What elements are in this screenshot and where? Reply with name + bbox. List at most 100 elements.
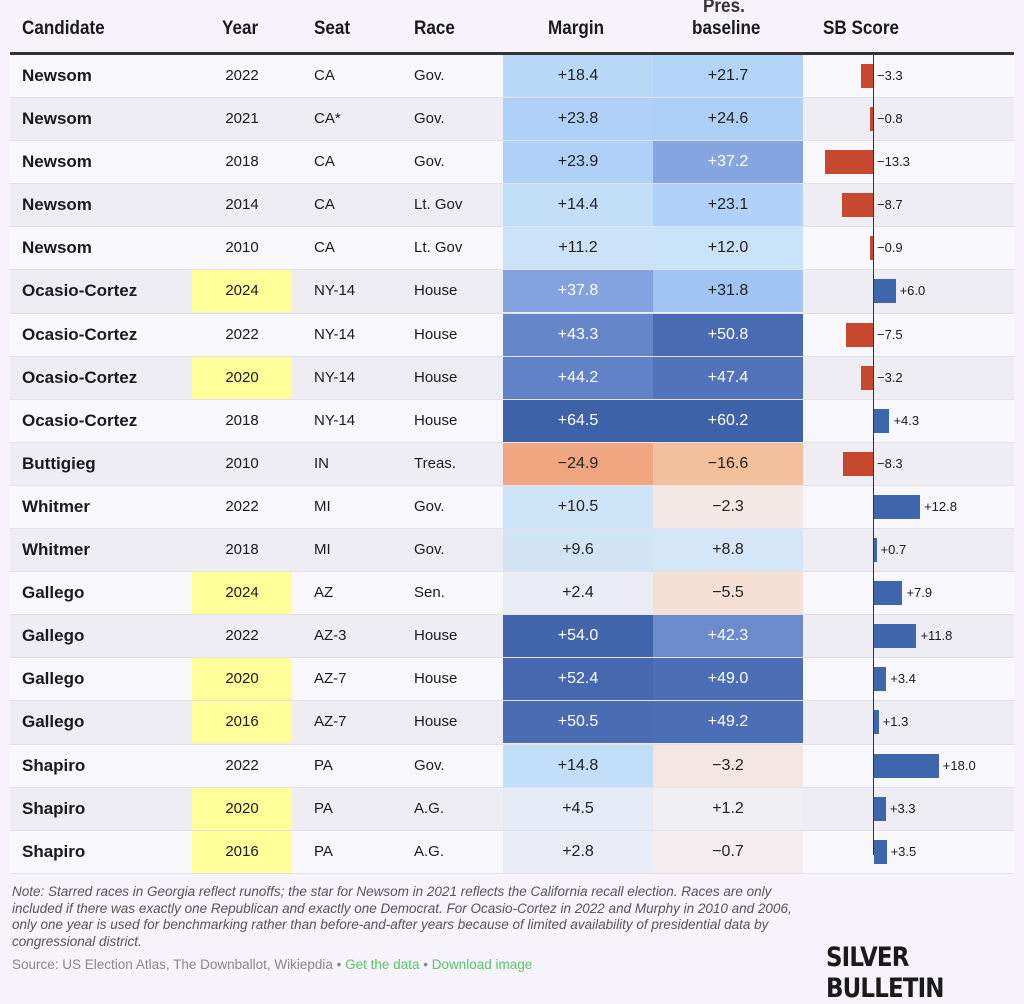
header-pres: Pres. bbox=[703, 0, 745, 17]
sb-score-label: −3.2 bbox=[877, 369, 903, 385]
header-race[interactable]: Race bbox=[414, 18, 455, 39]
seat-cell: IN bbox=[314, 454, 329, 472]
header-year[interactable]: Year bbox=[222, 18, 259, 39]
race-cell: Sen. bbox=[414, 584, 445, 602]
year-cell: 2022 bbox=[225, 67, 259, 84]
candidate-cell: Shapiro bbox=[22, 841, 86, 861]
candidate-cell: Gallego bbox=[22, 626, 85, 646]
margin-cell: +2.8 bbox=[503, 830, 653, 873]
race-cell: House bbox=[414, 713, 458, 731]
header-candidate[interactable]: Candidate bbox=[22, 18, 105, 39]
race-cell: House bbox=[414, 282, 458, 300]
baseline-cell: −0.7 bbox=[653, 830, 803, 873]
sb-score-bar bbox=[869, 236, 873, 261]
margin-cell: +23.9 bbox=[503, 141, 653, 184]
margin-cell: −24.9 bbox=[503, 442, 653, 485]
race-cell: A.G. bbox=[414, 842, 445, 860]
footer-source: Source: US Election Atlas, The Downballo… bbox=[12, 957, 532, 972]
table-row: Newsom 2021 CA* Gov. +23.8 +24.6 −0.8 bbox=[10, 98, 1014, 142]
margin-cell: +11.2 bbox=[503, 227, 653, 270]
source-text: Source: US Election Atlas, The Downballo… bbox=[12, 957, 333, 972]
race-cell: Lt. Gov bbox=[414, 239, 463, 257]
table-row: Ocasio-Cortez 2024 NY-14 House +37.8 +31… bbox=[10, 270, 1014, 314]
header-baseline[interactable]: baseline bbox=[692, 18, 761, 39]
year-cell: 2016 bbox=[192, 830, 292, 873]
table-row: Ocasio-Cortez 2018 NY-14 House +64.5 +60… bbox=[10, 399, 1014, 443]
seat-cell: NY-14 bbox=[314, 368, 356, 386]
race-cell: Gov. bbox=[414, 153, 445, 171]
sb-score-bar bbox=[874, 494, 921, 519]
year-cell: 2018 bbox=[225, 411, 259, 429]
sb-score-label: +11.8 bbox=[920, 628, 953, 644]
download-image-link[interactable]: Download image bbox=[431, 957, 533, 972]
seat-cell: NY-14 bbox=[314, 282, 356, 300]
baseline-cell: +31.8 bbox=[653, 270, 803, 313]
margin-cell: +9.6 bbox=[503, 529, 653, 572]
baseline-cell: +21.7 bbox=[653, 55, 803, 97]
race-cell: House bbox=[414, 670, 458, 688]
seat-cell: CA bbox=[314, 196, 335, 214]
margin-cell: +52.4 bbox=[503, 658, 653, 701]
seat-cell: CA* bbox=[314, 110, 341, 128]
baseline-cell: +8.8 bbox=[653, 529, 803, 572]
baseline-cell: +47.4 bbox=[653, 356, 803, 399]
header-seat[interactable]: Seat bbox=[314, 18, 351, 39]
footer-note: Note: Starred races in Georgia reflect r… bbox=[12, 884, 792, 949]
seat-cell: NY-14 bbox=[314, 411, 356, 429]
seat-cell: AZ-7 bbox=[314, 670, 347, 688]
sb-score-bar bbox=[874, 710, 879, 735]
sb-score-label: +18.0 bbox=[942, 757, 976, 773]
margin-cell: +14.8 bbox=[503, 744, 653, 787]
get-data-link[interactable]: Get the data bbox=[345, 957, 420, 972]
baseline-cell: +37.2 bbox=[653, 141, 803, 184]
separator: • bbox=[332, 957, 346, 972]
seat-cell: PA bbox=[314, 799, 333, 817]
race-cell: House bbox=[414, 325, 458, 343]
year-cell: 2022 bbox=[225, 627, 259, 645]
sb-score-bar bbox=[874, 796, 886, 821]
margin-cell: +64.5 bbox=[503, 399, 653, 442]
baseline-cell: +50.8 bbox=[653, 313, 803, 356]
sb-score-bar bbox=[874, 408, 890, 433]
table-row: Whitmer 2022 MI Gov. +10.5 −2.3 +12.8 bbox=[10, 485, 1014, 530]
sb-score-bar bbox=[874, 581, 903, 606]
sb-score-label: −0.8 bbox=[877, 111, 903, 127]
race-cell: Gov. bbox=[414, 756, 445, 774]
seat-cell: PA bbox=[314, 842, 333, 860]
table-header: Candidate Year Seat Race Margin Pres. ba… bbox=[10, 0, 1014, 55]
race-cell: Gov. bbox=[414, 497, 445, 515]
sb-score-bar bbox=[874, 667, 887, 692]
header-sb-score[interactable]: SB Score bbox=[823, 18, 900, 39]
seat-cell: MI bbox=[314, 541, 331, 559]
table-row: Newsom 2022 CA Gov. +18.4 +21.7 −3.3 bbox=[10, 55, 1014, 99]
year-cell: 2014 bbox=[225, 196, 259, 214]
year-cell: 2022 bbox=[225, 325, 259, 343]
table-row: Gallego 2022 AZ-3 House +54.0 +42.3 +11.… bbox=[10, 615, 1014, 659]
candidate-cell: Gallego bbox=[22, 712, 85, 732]
candidate-cell: Ocasio-Cortez bbox=[22, 410, 138, 430]
table-row: Newsom 2014 CA Lt. Gov +14.4 +23.1 −8.7 bbox=[10, 184, 1014, 228]
year-cell: 2010 bbox=[225, 239, 259, 257]
candidate-cell: Buttigieg bbox=[22, 453, 96, 473]
baseline-cell: +49.0 bbox=[653, 658, 803, 701]
year-cell: 2010 bbox=[225, 454, 259, 472]
candidate-cell: Whitmer bbox=[22, 540, 90, 560]
sb-score-bar bbox=[861, 365, 873, 390]
race-cell: Gov. bbox=[414, 541, 445, 559]
sb-score-bar bbox=[874, 279, 896, 304]
sb-score-bar bbox=[861, 64, 873, 88]
table-row: Shapiro 2022 PA Gov. +14.8 −3.2 +18.0 bbox=[10, 744, 1014, 788]
candidate-cell: Ocasio-Cortez bbox=[22, 281, 138, 301]
baseline-cell: +24.6 bbox=[653, 98, 803, 141]
seat-cell: AZ bbox=[314, 584, 334, 602]
sb-score-bar bbox=[841, 193, 873, 218]
sb-score-bar bbox=[870, 107, 873, 132]
baseline-cell: +1.2 bbox=[653, 787, 803, 830]
sb-score-label: +3.5 bbox=[890, 843, 917, 859]
candidate-cell: Ocasio-Cortez bbox=[22, 367, 138, 387]
year-cell: 2020 bbox=[192, 658, 292, 701]
header-margin[interactable]: Margin bbox=[548, 18, 605, 39]
sb-score-label: +12.8 bbox=[924, 498, 957, 514]
table-body: Newsom 2022 CA Gov. +18.4 +21.7 −3.3 News… bbox=[10, 55, 1014, 874]
sb-score-label: +4.3 bbox=[893, 412, 920, 428]
